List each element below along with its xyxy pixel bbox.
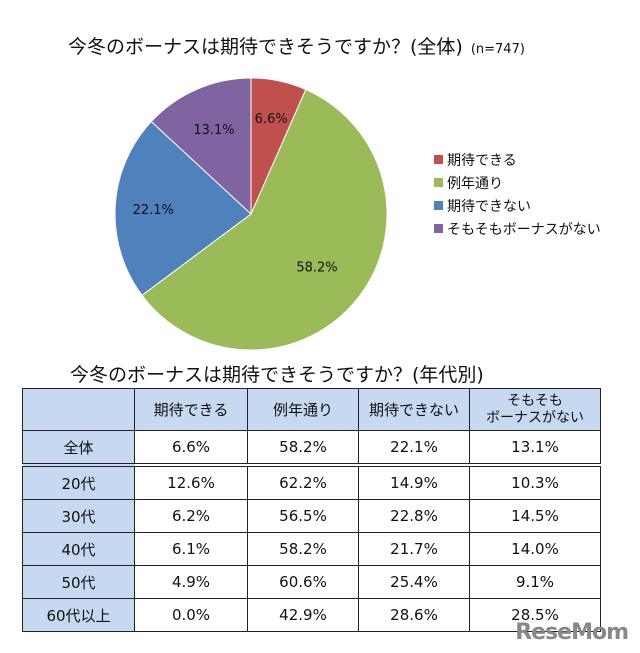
pie-chart: 6.6% 58.2% 22.1% 13.1% <box>114 77 388 351</box>
row-header: 20代 <box>22 464 135 500</box>
legend: 期待できる例年通り期待できないそもそもボーナスがない <box>434 148 601 240</box>
pie-label-3: 13.1% <box>193 123 234 138</box>
table-row: 50代 4.9% 60.6% 25.4% 9.1% <box>22 565 601 599</box>
table-cell: 28.5% <box>469 598 601 632</box>
table-cell: 28.6% <box>358 598 470 632</box>
pie-label-0: 6.6% <box>255 112 288 127</box>
row-header: 全体 <box>22 430 135 467</box>
column-header: 例年通り <box>247 388 359 431</box>
table-cell: 22.8% <box>358 499 470 533</box>
row-header: 40代 <box>22 532 135 566</box>
legend-label: 期待できる <box>447 152 517 169</box>
table-cell: 58.2% <box>247 532 359 566</box>
table-cell: 22.1% <box>358 430 470 467</box>
column-header: そもそも ボーナスがない <box>469 388 601 431</box>
legend-item: そもそもボーナスがない <box>434 217 601 240</box>
row-header: 60代以上 <box>22 598 135 632</box>
table-row: 20代 12.6% 62.2% 14.9% 10.3% <box>22 464 601 500</box>
table-row: 40代 6.1% 58.2% 21.7% 14.0% <box>22 532 601 566</box>
table-row: 60代以上 0.0% 42.9% 28.6% 28.5% <box>22 598 601 632</box>
legend-swatch <box>434 201 443 210</box>
legend-swatch <box>434 178 443 187</box>
table-cell: 14.0% <box>469 532 601 566</box>
age-table: 期待できる 例年通り 期待できない そもそも ボーナスがない 全体 6.6% 58.2% 22.… <box>22 388 601 632</box>
pie-label-2: 22.1% <box>133 203 174 218</box>
table-cell: 6.2% <box>134 499 248 533</box>
table-cell: 0.0% <box>134 598 248 632</box>
table-cell: 6.6% <box>134 430 248 467</box>
row-header: 30代 <box>22 499 135 533</box>
table-cell: 12.6% <box>134 464 248 500</box>
pie-label-1: 58.2% <box>296 261 337 276</box>
table-cell: 42.9% <box>247 598 359 632</box>
column-header: 期待できる <box>134 388 248 431</box>
column-header: 期待できない <box>358 388 470 431</box>
table-cell: 14.5% <box>469 499 601 533</box>
pie-slice-1 <box>141 88 388 351</box>
legend-item: 期待できない <box>434 194 601 217</box>
legend-label: 期待できない <box>447 198 531 215</box>
table-header-row: 期待できる 例年通り 期待できない そもそも ボーナスがない <box>22 388 601 431</box>
table-cell: 10.3% <box>469 464 601 500</box>
pie-title: 今冬のボーナスは期待できそうですか？(全体) (n=747) <box>68 32 525 59</box>
table-cell: 56.5% <box>247 499 359 533</box>
table-cell: 60.6% <box>247 565 359 599</box>
legend-label: そもそもボーナスがない <box>447 221 601 238</box>
pie-title-text: 今冬のボーナスは期待できそうですか？(全体) <box>68 36 463 58</box>
legend-swatch <box>434 155 443 164</box>
table-cell: 14.9% <box>358 464 470 500</box>
legend-swatch <box>434 224 443 233</box>
table-row: 全体 6.6% 58.2% 22.1% 13.1% <box>22 430 601 467</box>
table-cell: 62.2% <box>247 464 359 500</box>
table-cell: 21.7% <box>358 532 470 566</box>
table-row: 30代 6.2% 56.5% 22.8% 14.5% <box>22 499 601 533</box>
table-title: 今冬のボーナスは期待できそうですか？(年代別) <box>70 364 484 386</box>
pie-slice-3 <box>150 77 252 216</box>
legend-label: 例年通り <box>447 175 503 192</box>
table-cell: 9.1% <box>469 565 601 599</box>
table-cell: 6.1% <box>134 532 248 566</box>
pie-slice-2 <box>114 120 252 297</box>
pie-sample-size: (n=747) <box>470 42 525 57</box>
table-cell: 13.1% <box>469 430 601 467</box>
legend-item: 例年通り <box>434 171 601 194</box>
table-cell: 58.2% <box>247 430 359 467</box>
resemom-logo: ReseMom <box>515 620 629 645</box>
legend-item: 期待できる <box>434 148 601 171</box>
table-cell: 4.9% <box>134 565 248 599</box>
row-header: 50代 <box>22 565 135 599</box>
column-header <box>22 388 135 431</box>
table-cell: 25.4% <box>358 565 470 599</box>
